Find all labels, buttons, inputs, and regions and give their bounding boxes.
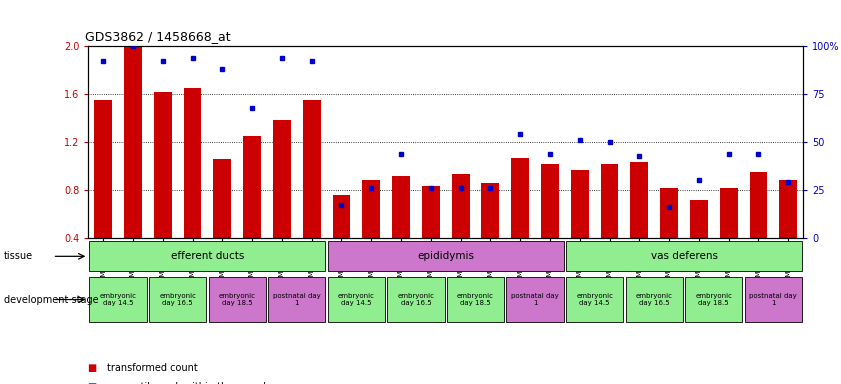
Bar xyxy=(745,276,802,323)
Text: development stage: development stage xyxy=(4,295,99,305)
Text: embryonic
day 18.5: embryonic day 18.5 xyxy=(219,293,256,306)
Text: ■: ■ xyxy=(88,382,101,384)
Bar xyxy=(392,176,410,238)
Bar xyxy=(720,188,738,238)
Bar xyxy=(600,164,618,238)
Text: transformed count: transformed count xyxy=(107,363,198,373)
Text: postnatal day
1: postnatal day 1 xyxy=(749,293,797,306)
Text: embryonic
day 16.5: embryonic day 16.5 xyxy=(159,293,196,306)
Bar xyxy=(388,276,445,323)
Bar xyxy=(511,158,529,238)
Text: embryonic
day 14.5: embryonic day 14.5 xyxy=(576,293,613,306)
Bar xyxy=(124,46,142,238)
Bar xyxy=(685,276,743,323)
Bar xyxy=(422,187,440,238)
Bar xyxy=(303,100,320,238)
Bar xyxy=(149,276,206,323)
Bar xyxy=(506,276,563,323)
Bar xyxy=(362,180,380,238)
Text: embryonic
day 16.5: embryonic day 16.5 xyxy=(636,293,673,306)
Bar xyxy=(452,174,469,238)
Bar xyxy=(780,180,797,238)
Text: tissue: tissue xyxy=(4,251,34,262)
Bar xyxy=(332,195,351,238)
Bar xyxy=(660,188,678,238)
Bar xyxy=(328,241,563,271)
Bar xyxy=(154,92,172,238)
Text: postnatal day
1: postnatal day 1 xyxy=(511,293,559,306)
Bar xyxy=(94,100,112,238)
Bar xyxy=(89,241,325,271)
Bar xyxy=(243,136,261,238)
Bar xyxy=(447,276,504,323)
Text: GDS3862 / 1458668_at: GDS3862 / 1458668_at xyxy=(85,30,230,43)
Bar xyxy=(328,276,385,323)
Bar xyxy=(749,172,767,238)
Text: embryonic
day 18.5: embryonic day 18.5 xyxy=(457,293,494,306)
Text: epididymis: epididymis xyxy=(417,251,474,262)
Text: embryonic
day 14.5: embryonic day 14.5 xyxy=(99,293,136,306)
Bar xyxy=(541,164,559,238)
Text: percentile rank within the sample: percentile rank within the sample xyxy=(107,382,272,384)
Bar xyxy=(273,121,291,238)
Text: embryonic
day 14.5: embryonic day 14.5 xyxy=(338,293,375,306)
Text: postnatal day
1: postnatal day 1 xyxy=(273,293,320,306)
Text: ■: ■ xyxy=(88,363,101,373)
Bar xyxy=(571,170,589,238)
Bar xyxy=(566,241,802,271)
Bar xyxy=(481,183,500,238)
Bar xyxy=(626,276,683,323)
Text: vas deferens: vas deferens xyxy=(650,251,717,262)
Bar xyxy=(566,276,623,323)
Bar xyxy=(214,159,231,238)
Bar xyxy=(690,200,708,238)
Text: embryonic
day 16.5: embryonic day 16.5 xyxy=(398,293,435,306)
Bar xyxy=(89,276,146,323)
Bar xyxy=(209,276,266,323)
Text: efferent ducts: efferent ducts xyxy=(171,251,244,262)
Text: embryonic
day 18.5: embryonic day 18.5 xyxy=(696,293,733,306)
Bar xyxy=(183,88,202,238)
Bar xyxy=(631,162,648,238)
Bar xyxy=(268,276,325,323)
